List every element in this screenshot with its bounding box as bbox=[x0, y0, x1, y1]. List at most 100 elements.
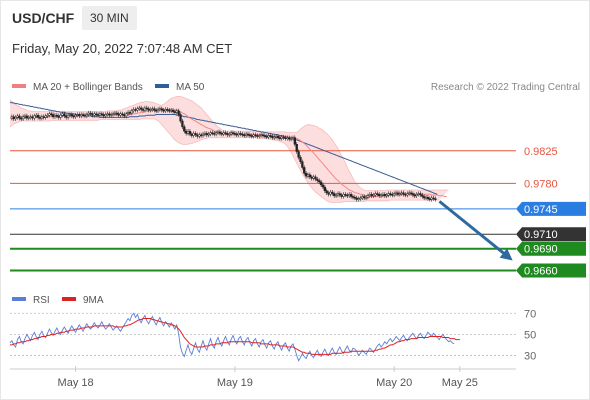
candle-body bbox=[29, 116, 32, 118]
candle-body bbox=[65, 115, 68, 118]
candle-body bbox=[214, 132, 218, 135]
candle-body bbox=[318, 180, 321, 183]
candle-body bbox=[389, 193, 392, 195]
candle-body bbox=[205, 133, 208, 136]
candle-body bbox=[183, 126, 186, 132]
candle-body bbox=[185, 130, 188, 134]
candle-body bbox=[359, 197, 362, 200]
candle-body bbox=[226, 133, 229, 136]
candle-body bbox=[228, 133, 231, 136]
candle-body bbox=[200, 134, 203, 137]
candle-body bbox=[181, 120, 184, 128]
candle-body bbox=[396, 192, 400, 195]
candle-body bbox=[357, 198, 360, 200]
candle-body bbox=[68, 114, 72, 116]
candle-body bbox=[51, 114, 55, 117]
candle-body bbox=[344, 194, 347, 196]
bollinger-lower-line bbox=[9, 118, 440, 203]
candle-body bbox=[421, 194, 424, 197]
candle-body bbox=[423, 196, 426, 199]
candle-body bbox=[59, 114, 62, 118]
candle-body bbox=[40, 116, 44, 119]
level-labels: 0.9825 0.9780 0.9745 0.9710 0.9690 0.966… bbox=[516, 146, 586, 278]
candle-body bbox=[179, 114, 182, 122]
bollinger-band bbox=[10, 96, 449, 203]
candle-body bbox=[81, 114, 85, 116]
candle-body bbox=[258, 135, 261, 137]
candle-body bbox=[74, 114, 77, 117]
candle-body bbox=[100, 113, 103, 116]
candle-body bbox=[119, 113, 122, 116]
level-tag-0.9660 bbox=[516, 263, 586, 278]
candle-body bbox=[291, 137, 295, 139]
candle-body bbox=[274, 136, 278, 138]
candle-body bbox=[374, 193, 377, 196]
candle-body bbox=[198, 134, 201, 137]
candle-body bbox=[72, 115, 75, 118]
candle-body bbox=[295, 144, 298, 152]
level-tag-0.9690 bbox=[516, 241, 586, 256]
main-plot bbox=[9, 96, 516, 272]
candle-body bbox=[239, 133, 242, 135]
candle-body bbox=[175, 110, 178, 113]
candle-body bbox=[108, 113, 111, 116]
candle-body bbox=[218, 131, 222, 134]
candle-body bbox=[83, 114, 87, 117]
candle-body bbox=[361, 196, 364, 199]
candle-body bbox=[36, 114, 40, 118]
legend-swatch-ma20 bbox=[12, 84, 26, 88]
candle-body bbox=[93, 113, 96, 116]
candle-body bbox=[162, 109, 165, 112]
candle-body bbox=[235, 133, 238, 136]
candle-body bbox=[278, 137, 282, 139]
candle-body bbox=[368, 194, 371, 197]
candle-body bbox=[106, 113, 109, 116]
rsi-tick-labels: 70 50 30 bbox=[524, 308, 536, 362]
candle-body bbox=[111, 113, 115, 116]
candle-body bbox=[222, 132, 225, 135]
candle-body bbox=[61, 113, 64, 116]
legend-swatch-rsi bbox=[12, 297, 26, 301]
candle-body bbox=[306, 174, 310, 177]
level-label-0.9660: 0.9660 bbox=[524, 265, 558, 277]
candle-body bbox=[110, 114, 113, 116]
candle-body bbox=[87, 112, 90, 115]
candle-body bbox=[12, 116, 15, 120]
candle-body bbox=[273, 136, 276, 139]
candle-body bbox=[383, 194, 386, 197]
candle-body bbox=[370, 194, 373, 197]
candle-body bbox=[141, 109, 145, 111]
candle-body bbox=[276, 136, 280, 138]
candle-body bbox=[173, 111, 177, 113]
candle-body bbox=[132, 109, 135, 112]
timeframe-button[interactable]: 30 MIN bbox=[82, 6, 137, 30]
candle-body bbox=[430, 197, 433, 200]
candle-body bbox=[331, 191, 334, 194]
candle-body bbox=[229, 132, 233, 135]
candle-body bbox=[308, 174, 312, 178]
candle-body bbox=[342, 194, 345, 197]
bollinger-upper-line bbox=[9, 96, 449, 192]
candle-body bbox=[216, 131, 220, 134]
candle-body bbox=[263, 135, 267, 137]
level-tag-0.9710 bbox=[516, 227, 586, 242]
candle-body bbox=[160, 108, 163, 111]
candle-body bbox=[27, 117, 30, 119]
legend-label-9ma: 9MA bbox=[83, 295, 104, 306]
credit-text: Research © 2022 Trading Central bbox=[431, 82, 580, 93]
candle-body bbox=[91, 113, 94, 116]
x-tick-may-25: May 25 bbox=[442, 377, 478, 389]
candle-body bbox=[406, 193, 409, 196]
candle-body bbox=[155, 109, 158, 112]
candle-body bbox=[372, 194, 375, 197]
candle-body bbox=[286, 137, 289, 139]
candle-body bbox=[70, 114, 73, 117]
candle-body bbox=[351, 196, 355, 198]
candle-body bbox=[35, 114, 38, 117]
candle-body bbox=[321, 184, 325, 188]
candle-body bbox=[55, 114, 59, 117]
candle-body bbox=[329, 191, 332, 195]
candle-body bbox=[50, 113, 53, 116]
candle-body bbox=[25, 115, 29, 119]
candle-body bbox=[355, 197, 358, 200]
